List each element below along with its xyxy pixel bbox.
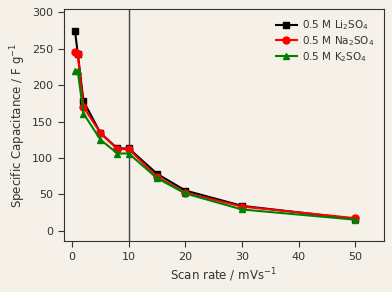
0.5 M Li$_2$SO$_4$	[98, 131, 103, 135]
0.5 M Li$_2$SO$_4$	[75, 52, 80, 56]
0.5 M Na$_2$SO$_4$	[115, 147, 120, 151]
0.5 M Na$_2$SO$_4$	[127, 147, 131, 151]
0.5 M K$_2$SO$_4$	[81, 112, 86, 115]
0.5 M Li$_2$SO$_4$	[115, 147, 120, 150]
Line: 0.5 M Li$_2$SO$_4$: 0.5 M Li$_2$SO$_4$	[71, 27, 359, 223]
0.5 M K$_2$SO$_4$	[98, 138, 103, 141]
0.5 M K$_2$SO$_4$	[183, 192, 188, 195]
0.5 M Li$_2$SO$_4$	[183, 189, 188, 192]
0.5 M Na$_2$SO$_4$	[98, 131, 103, 135]
Y-axis label: Specific Capacitance / F g$^{-1}$: Specific Capacitance / F g$^{-1}$	[8, 43, 28, 208]
Line: 0.5 M Na$_2$SO$_4$: 0.5 M Na$_2$SO$_4$	[71, 49, 359, 222]
0.5 M Na$_2$SO$_4$	[75, 52, 80, 56]
0.5 M Li$_2$SO$_4$	[353, 217, 358, 221]
0.5 M K$_2$SO$_4$	[155, 176, 160, 180]
0.5 M K$_2$SO$_4$	[353, 218, 358, 221]
0.5 M Li$_2$SO$_4$	[155, 172, 160, 175]
0.5 M K$_2$SO$_4$	[127, 152, 131, 155]
0.5 M Na$_2$SO$_4$	[353, 216, 358, 220]
0.5 M Na$_2$SO$_4$	[240, 205, 245, 208]
0.5 M K$_2$SO$_4$	[240, 208, 245, 211]
0.5 M Na$_2$SO$_4$	[73, 51, 77, 54]
0.5 M Li$_2$SO$_4$	[127, 147, 131, 150]
0.5 M Na$_2$SO$_4$	[155, 175, 160, 178]
X-axis label: Scan rate / mVs$^{-1}$: Scan rate / mVs$^{-1}$	[170, 266, 277, 284]
0.5 M K$_2$SO$_4$	[115, 152, 120, 155]
0.5 M Na$_2$SO$_4$	[183, 191, 188, 194]
Line: 0.5 M K$_2$SO$_4$: 0.5 M K$_2$SO$_4$	[71, 67, 359, 223]
0.5 M K$_2$SO$_4$	[75, 69, 80, 73]
0.5 M Li$_2$SO$_4$	[73, 29, 77, 32]
0.5 M Na$_2$SO$_4$	[81, 105, 86, 109]
0.5 M K$_2$SO$_4$	[73, 69, 77, 72]
Legend: 0.5 M Li$_2$SO$_4$, 0.5 M Na$_2$SO$_4$, 0.5 M K$_2$SO$_4$: 0.5 M Li$_2$SO$_4$, 0.5 M Na$_2$SO$_4$, …	[272, 14, 378, 68]
0.5 M Li$_2$SO$_4$	[240, 204, 245, 208]
0.5 M Li$_2$SO$_4$	[81, 99, 86, 103]
